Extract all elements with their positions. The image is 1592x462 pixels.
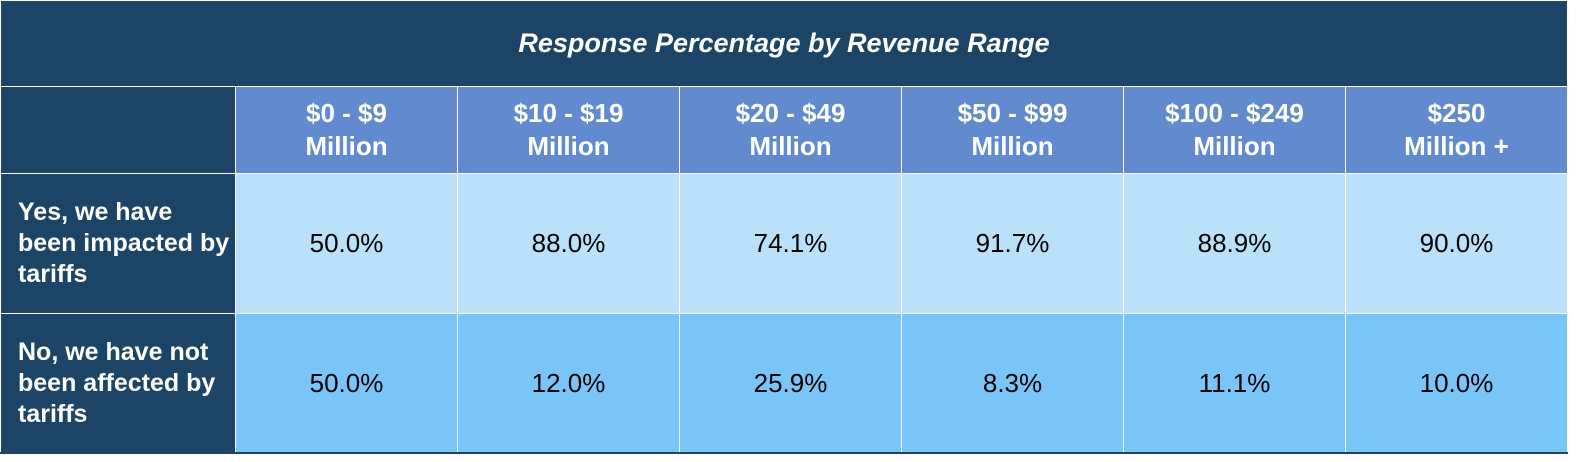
column-header-line: Million [749,131,832,161]
value-cell: 11.1% [1123,313,1346,454]
value-cell: 12.0% [457,313,680,454]
column-header-line: $50 - $99 [957,98,1068,128]
row-label: No, we have not been affected by tariffs [0,313,236,454]
value-cell: 88.9% [1123,173,1346,314]
column-header: $20 - $49 Million [679,86,902,174]
column-header: $250 Million + [1345,86,1568,174]
row-label: Yes, we have been impacted by tariffs [0,173,236,314]
column-header: $0 - $9 Million [235,86,458,174]
column-header-line: $0 - $9 [306,98,387,128]
column-header-line: Million [1193,131,1276,161]
column-header-line: $20 - $49 [735,98,846,128]
value-cell: 25.9% [679,313,902,454]
value-cell: 8.3% [901,313,1124,454]
value-cell: 74.1% [679,173,902,314]
column-header-line: $250 [1427,98,1486,128]
table-row: Yes, we have been impacted by tariffs 50.… [0,173,1568,314]
value-cell: 10.0% [1345,313,1568,454]
column-header-line: $10 - $19 [513,98,624,128]
value-cell: 50.0% [235,313,458,454]
table-title: Response Percentage by Revenue Range [0,0,1568,87]
column-header-line: Million + [1404,131,1509,161]
column-header: $50 - $99 Million [901,86,1124,174]
value-cell: 50.0% [235,173,458,314]
corner-cell [0,86,236,174]
column-header: $10 - $19 Million [457,86,680,174]
table-row: No, we have not been affected by tariffs… [0,313,1568,454]
value-cell: 88.0% [457,173,680,314]
column-header-line: $100 - $249 [1165,98,1304,128]
value-cell: 91.7% [901,173,1124,314]
column-header-line: Million [305,131,388,161]
column-header-line: Million [971,131,1054,161]
value-cell: 90.0% [1345,173,1568,314]
column-header: $100 - $249 Million [1123,86,1346,174]
revenue-response-table: Response Percentage by Revenue Range $0 … [0,0,1568,454]
column-header-line: Million [527,131,610,161]
